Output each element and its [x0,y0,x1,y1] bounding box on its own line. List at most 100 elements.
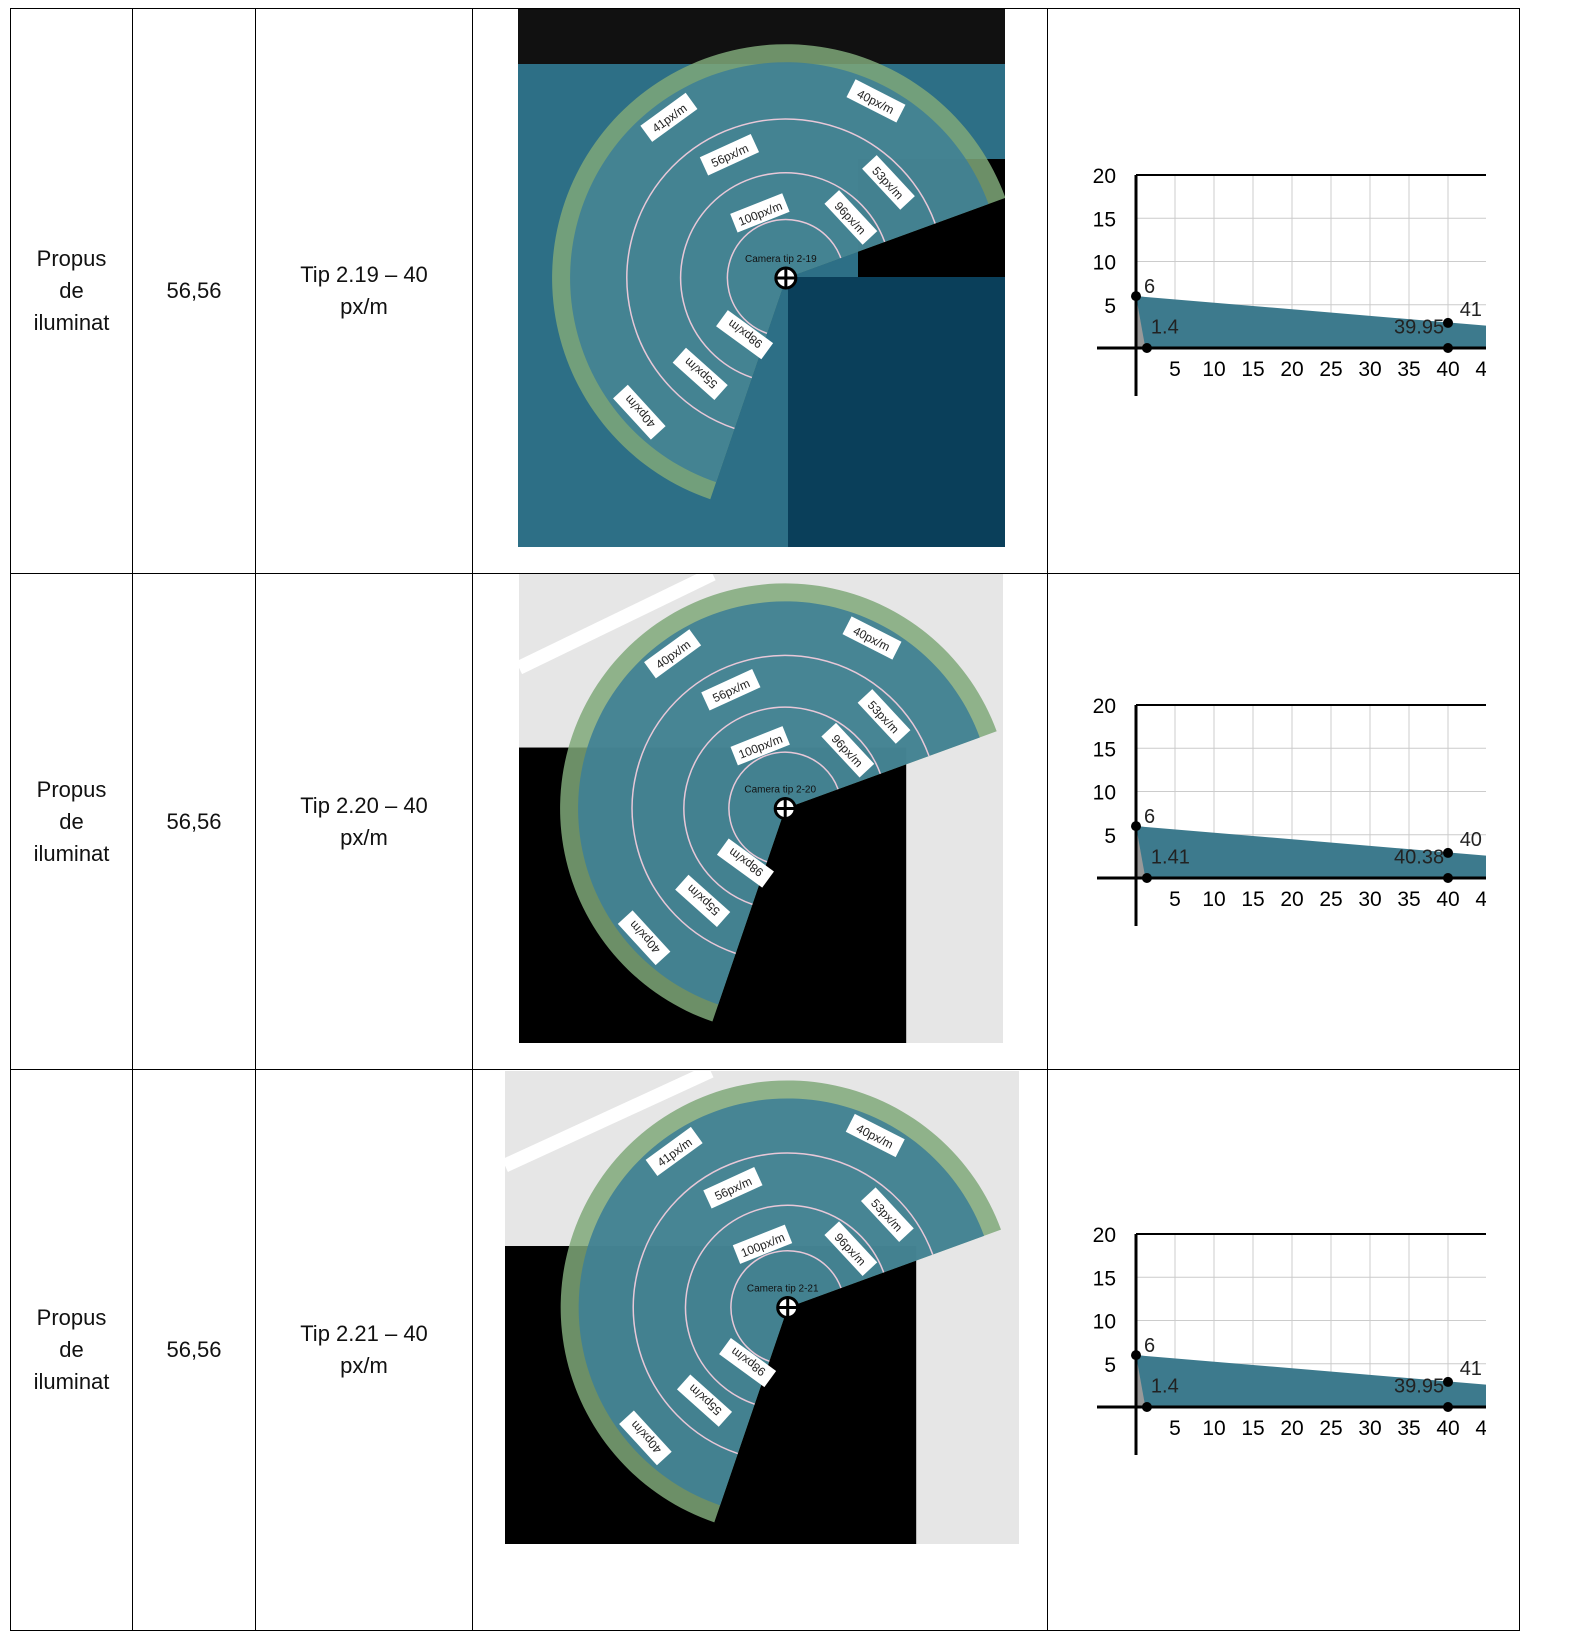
profile-point [1443,847,1453,858]
range-arc [726,218,842,335]
camera-label: Camera tip 2-19 [745,254,817,265]
x-tick-label: 45 [1475,358,1486,381]
x-tick-label: 25 [1319,1417,1342,1440]
label-box [860,1187,914,1242]
cell-value: 56,56 [132,1069,256,1631]
y-tick-label: 20 [1093,697,1116,718]
x-tick-label: 20 [1280,358,1303,381]
y-tick-label: 5 [1104,1353,1116,1376]
profile-point [1443,873,1453,883]
cell-type: Tip 2.21 – 40 px/m [255,1069,473,1631]
y-tick-label: 15 [1093,208,1116,231]
x-tick-label: 15 [1241,888,1264,911]
x-tick-label: 10 [1202,888,1225,911]
label-box [716,310,774,360]
label-box [675,874,731,927]
x-tick-label: 40 [1436,1417,1459,1440]
range-arc [683,706,882,906]
label-box [617,910,671,966]
x-tick-label: 30 [1358,358,1381,381]
y-tick-label: 20 [1093,1226,1116,1247]
x-tick-label: 25 [1319,888,1342,911]
x-tick-label: 5 [1169,888,1181,911]
range-arc [632,1152,934,1455]
label-box [824,190,878,245]
profile-point [1443,1401,1453,1412]
x-tick-label: 20 [1280,888,1303,911]
label-box [732,1224,793,1264]
x-tick-label: 10 [1202,358,1225,381]
label-box [703,1167,763,1209]
profile-chart: 20 15 10 5 5 10 15 20 25 30 35 40 45 6 1.4 39.95 41 [1093,167,1486,396]
x-tick-label: 40 [1436,888,1459,911]
label-box [730,193,790,233]
profile-point [1443,317,1453,328]
point-label: 41 [1460,1358,1482,1380]
cell-value: 56,56 [132,8,256,574]
x-tick-label: 10 [1202,1417,1225,1440]
map-road [519,574,716,675]
table-row: Propus de iluminat 56,56 Tip 2.20 – 40 px/… [10,573,1520,1070]
range-arc [728,751,839,863]
x-tick-label: 15 [1241,358,1264,381]
coverage-map: 40px/m53px/m96px/m41px/m56px/m100px/m98p… [518,9,1005,547]
profile-point [1131,290,1141,301]
camera-label: Camera tip 2-20 [744,785,816,796]
label-box [824,1221,878,1276]
cell-type: Tip 2.20 – 40 px/m [255,573,473,1070]
cell-chart: 20 15 10 5 5 10 15 20 25 30 35 40 45 6 1.41 40.38 40 [1047,573,1520,1070]
profile-point [1141,873,1152,883]
x-tick-label: 35 [1397,358,1420,381]
label-box [730,726,790,766]
profile-point [1443,1376,1453,1387]
label-box [845,1113,905,1158]
y-tick-label: 5 [1104,825,1116,848]
cell-status: Propus de iluminat [10,8,133,574]
label-box [644,629,702,679]
cell-map: 40px/m 53px/m 96px/m 41px/m 56px/m 100px/m 98p… [472,8,1048,574]
profile-point [1141,342,1152,353]
label-box [672,347,728,400]
point-label: 40.38 [1394,846,1444,868]
x-tick-label: 35 [1397,888,1420,911]
label-box [619,1410,672,1466]
y-tick-label: 5 [1104,294,1116,317]
profile-area [1136,826,1486,878]
range-arc [684,1204,885,1405]
label-box [701,669,761,711]
point-label: 39.95 [1394,1375,1444,1397]
profile-point [1131,821,1141,832]
camera-label: Camera tip 2-21 [747,1284,819,1295]
x-tick-label: 45 [1475,1417,1486,1440]
camera-cross [775,268,796,288]
point-label: 6 [1144,806,1155,828]
cell-type: Tip 2.19 – 40 px/m [255,8,473,574]
y-tick-label: 15 [1093,738,1116,761]
profile-area [1136,295,1486,348]
camera-cross [775,798,796,819]
x-tick-label: 30 [1358,1417,1381,1440]
coverage-map: 40px/m53px/m96px/m40px/m56px/m100px/m98p… [519,574,1003,1043]
table-row: Propus de iluminat 56,56 Tip 2.19 – 40 px/… [10,8,1520,574]
label-box [719,1338,777,1388]
table-row: Propus de iluminat 56,56 Tip 2.21 – 40 px/… [10,1069,1520,1631]
x-tick-label: 15 [1241,1417,1264,1440]
cell-status: Propus de iluminat [10,1069,133,1631]
range-arc [626,118,936,430]
label-box [857,689,911,744]
y-tick-label: 20 [1093,167,1116,188]
point-label: 1.4 [1151,1375,1179,1397]
x-tick-label: 5 [1169,1417,1181,1440]
label-box [846,79,906,123]
label-box [645,1126,703,1177]
range-arc [730,1250,842,1362]
y-tick-label: 10 [1093,251,1116,274]
x-tick-label: 35 [1397,1417,1420,1440]
y-tick-label: 15 [1093,1267,1116,1290]
x-tick-label: 40 [1436,358,1459,381]
cell-map: 40px/m 53px/m 96px/m 40px/m 56px/m 100px/m 98p… [472,573,1048,1070]
profile-chart: 20 15 10 5 5 10 15 20 25 30 35 40 45 6 1.4 39.95 41 [1093,1226,1486,1455]
profile-point [1443,342,1453,353]
label-box [821,722,875,778]
point-label: 41 [1460,299,1482,321]
